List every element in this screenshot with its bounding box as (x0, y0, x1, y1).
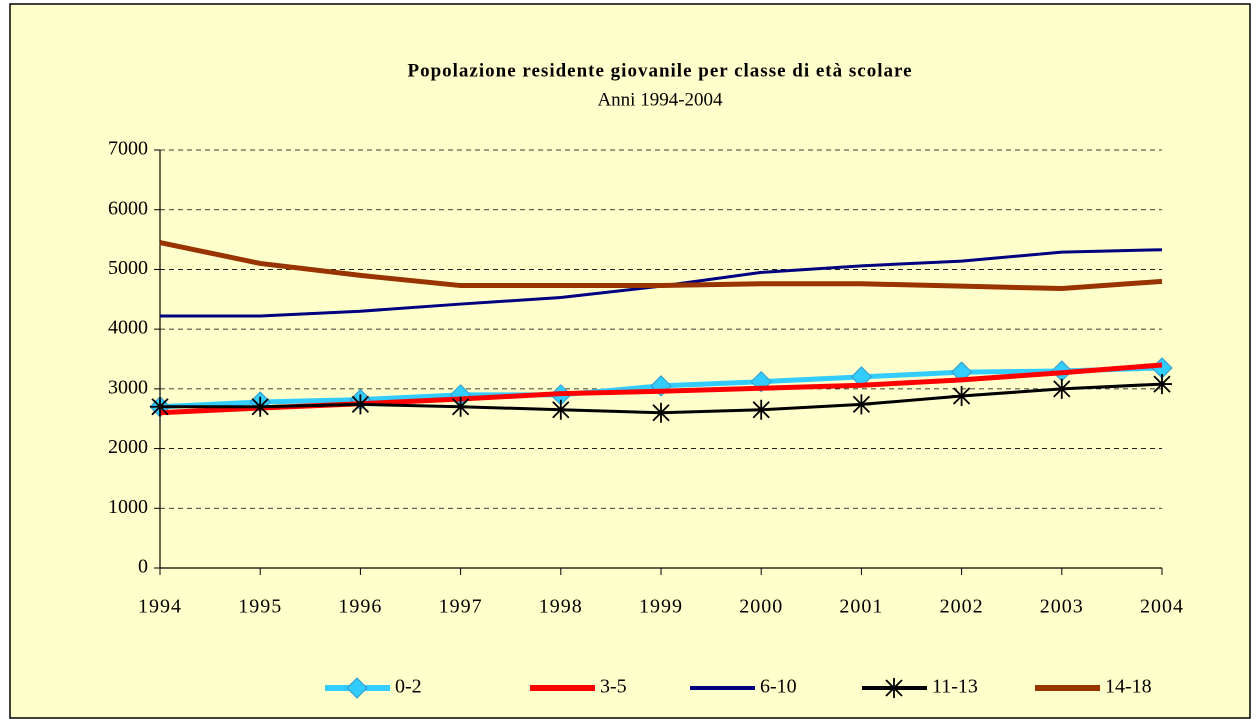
legend-label: 11-13 (932, 676, 978, 698)
x-tick-label: 1997 (439, 596, 483, 618)
marker (350, 394, 371, 415)
x-tick-label: 2001 (839, 596, 883, 618)
marker (346, 677, 368, 699)
marker (751, 399, 772, 420)
y-tick-label: 5000 (108, 257, 148, 279)
y-tick-label: 3000 (108, 376, 148, 398)
y-tick-label: 2000 (108, 436, 148, 458)
marker (550, 399, 571, 420)
marker (250, 396, 271, 417)
chart-title: Popolazione residente giovanile per clas… (407, 60, 912, 81)
x-tick-label: 2002 (940, 596, 984, 618)
marker (651, 402, 671, 423)
x-tick-label: 2000 (739, 596, 783, 618)
x-tick-label: 1999 (639, 596, 683, 618)
marker (851, 394, 872, 415)
legend-label: 3-5 (600, 676, 627, 698)
chart-subtitle: Anni 1994-2004 (597, 89, 723, 110)
x-tick-label: 1996 (338, 596, 382, 618)
marker (884, 678, 904, 698)
x-tick-label: 1995 (238, 596, 282, 618)
legend-label: 14-18 (1105, 676, 1152, 698)
y-tick-label: 1000 (108, 496, 148, 518)
x-tick-label: 1994 (138, 596, 182, 618)
y-tick-label: 0 (138, 556, 148, 578)
x-tick-label: 2003 (1040, 596, 1084, 618)
y-tick-label: 4000 (108, 317, 148, 339)
y-tick-label: 6000 (108, 197, 148, 219)
x-tick-label: 2004 (1140, 596, 1184, 618)
marker (1051, 378, 1072, 399)
chart-area (9, 3, 1251, 719)
legend-label: 0-2 (395, 676, 422, 698)
x-tick-label: 1998 (539, 596, 583, 618)
y-tick-label: 7000 (108, 138, 148, 160)
marker (951, 386, 972, 407)
marker (1152, 374, 1172, 395)
marker (150, 396, 170, 417)
series-line (159, 240, 1163, 292)
marker (450, 396, 471, 417)
legend-label: 6-10 (760, 676, 797, 698)
